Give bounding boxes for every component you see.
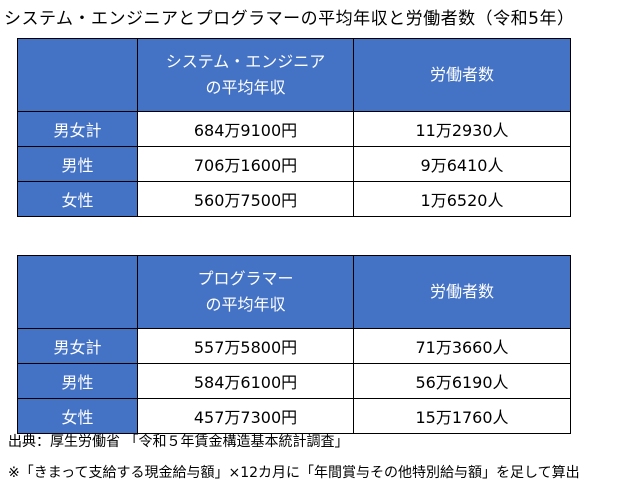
salary-header-line1: プログラマー [197,269,294,288]
corner-cell [17,255,138,329]
salary-cell: 684万9100円 [137,111,354,147]
table-header-row: プログラマー の平均年収 労働者数 [17,255,571,329]
source-note: 出典：厚生労働省 「令和５年賃金構造基本統計調査」 [8,434,349,450]
salary-cell: 706万1600円 [137,146,354,182]
programmer-salary-table: プログラマー の平均年収 労働者数 男女計 557万5800円 71万3660人… [17,255,571,434]
workers-cell: 71万3660人 [353,328,571,364]
workers-cell: 11万2930人 [353,111,571,147]
salary-cell: 584万6100円 [137,363,354,399]
salary-header: プログラマー の平均年収 [137,255,354,329]
se-salary-table: システム・エンジニア の平均年収 労働者数 男女計 684万9100円 11万2… [17,38,571,217]
salary-cell: 560万7500円 [137,181,354,217]
salary-cell: 557万5800円 [137,328,354,364]
table-row: 男性 706万1600円 9万6410人 [17,146,571,182]
row-label: 男女計 [17,328,138,364]
workers-cell: 56万6190人 [353,363,571,399]
salary-cell: 457万7300円 [137,398,354,434]
workers-cell: 15万1760人 [353,398,571,434]
workers-cell: 1万6520人 [353,181,571,217]
table-row: 女性 560万7500円 1万6520人 [17,181,571,217]
salary-header-line2: の平均年収 [205,78,286,97]
table-row: 男女計 557万5800円 71万3660人 [17,328,571,364]
salary-header-line1: システム・エンジニア [165,52,326,71]
method-note: ※「きまって支給する現金給与額」×12カ月に「年間賞与その他特別給与額」を足して… [8,465,580,481]
table-row: 男性 584万6100円 56万6190人 [17,363,571,399]
row-label: 男性 [17,146,138,182]
row-label: 男女計 [17,111,138,147]
row-label: 女性 [17,398,138,434]
workers-cell: 9万6410人 [353,146,571,182]
workers-header: 労働者数 [353,255,571,329]
workers-header: 労働者数 [353,38,571,112]
table-row: 女性 457万7300円 15万1760人 [17,398,571,434]
table-header-row: システム・エンジニア の平均年収 労働者数 [17,38,571,112]
table-row: 男女計 684万9100円 11万2930人 [17,111,571,147]
corner-cell [17,38,138,112]
page-title: システム・エンジニアとプログラマーの平均年収と労働者数（令和5年） [4,9,575,29]
row-label: 男性 [17,363,138,399]
salary-header-line2: の平均年収 [205,295,286,314]
row-label: 女性 [17,181,138,217]
salary-header: システム・エンジニア の平均年収 [137,38,354,112]
